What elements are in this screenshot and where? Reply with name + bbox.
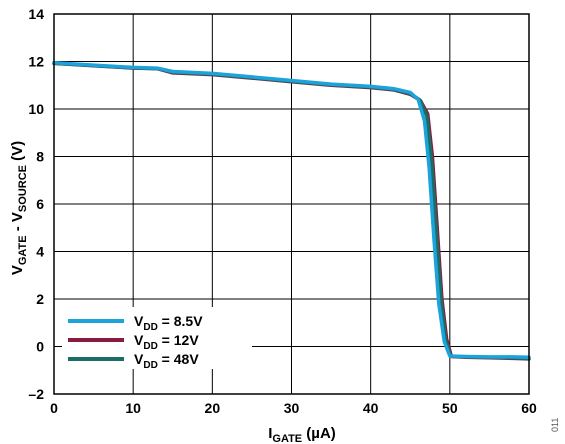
y-tick-label: 6: [36, 196, 44, 212]
y-tick-label: 12: [28, 54, 44, 70]
y-tick-label: 4: [36, 244, 44, 260]
legend-label-0: VDD = 8.5V: [134, 313, 203, 333]
y-tick-label: 8: [36, 149, 44, 165]
x-tick-labels: 0 10 20 30 40 50 60: [50, 400, 537, 416]
y-tick-label: 0: [36, 339, 44, 355]
legend-label-2: VDD = 48V: [134, 351, 199, 371]
x-tick-label: 30: [284, 400, 300, 416]
plot-frame: [53, 13, 530, 395]
y-axis-label: VGATE - VSOURCE (V): [9, 141, 29, 275]
x-axis-label: IGATE (µA): [268, 425, 336, 444]
x-tick-label: 60: [521, 400, 537, 416]
x-tick-label: 40: [363, 400, 379, 416]
x-tick-label: 20: [205, 400, 221, 416]
x-tick-label: 10: [125, 400, 141, 416]
figure-id: 011: [550, 418, 560, 432]
series-line-0: [52, 60, 531, 359]
x-tick-label: 0: [50, 400, 58, 416]
legend-label-1: VDD = 12V: [134, 332, 199, 352]
y-tick-label: 14: [28, 6, 44, 22]
y-tick-label: 10: [28, 101, 44, 117]
y-tick-labels: –2 0 2 4 6 8 10 12 14: [28, 6, 44, 402]
y-tick-label: –2: [28, 386, 44, 402]
x-tick-label: 50: [442, 400, 458, 416]
y-tick-label: 2: [36, 291, 44, 307]
series-lines: [52, 60, 531, 361]
